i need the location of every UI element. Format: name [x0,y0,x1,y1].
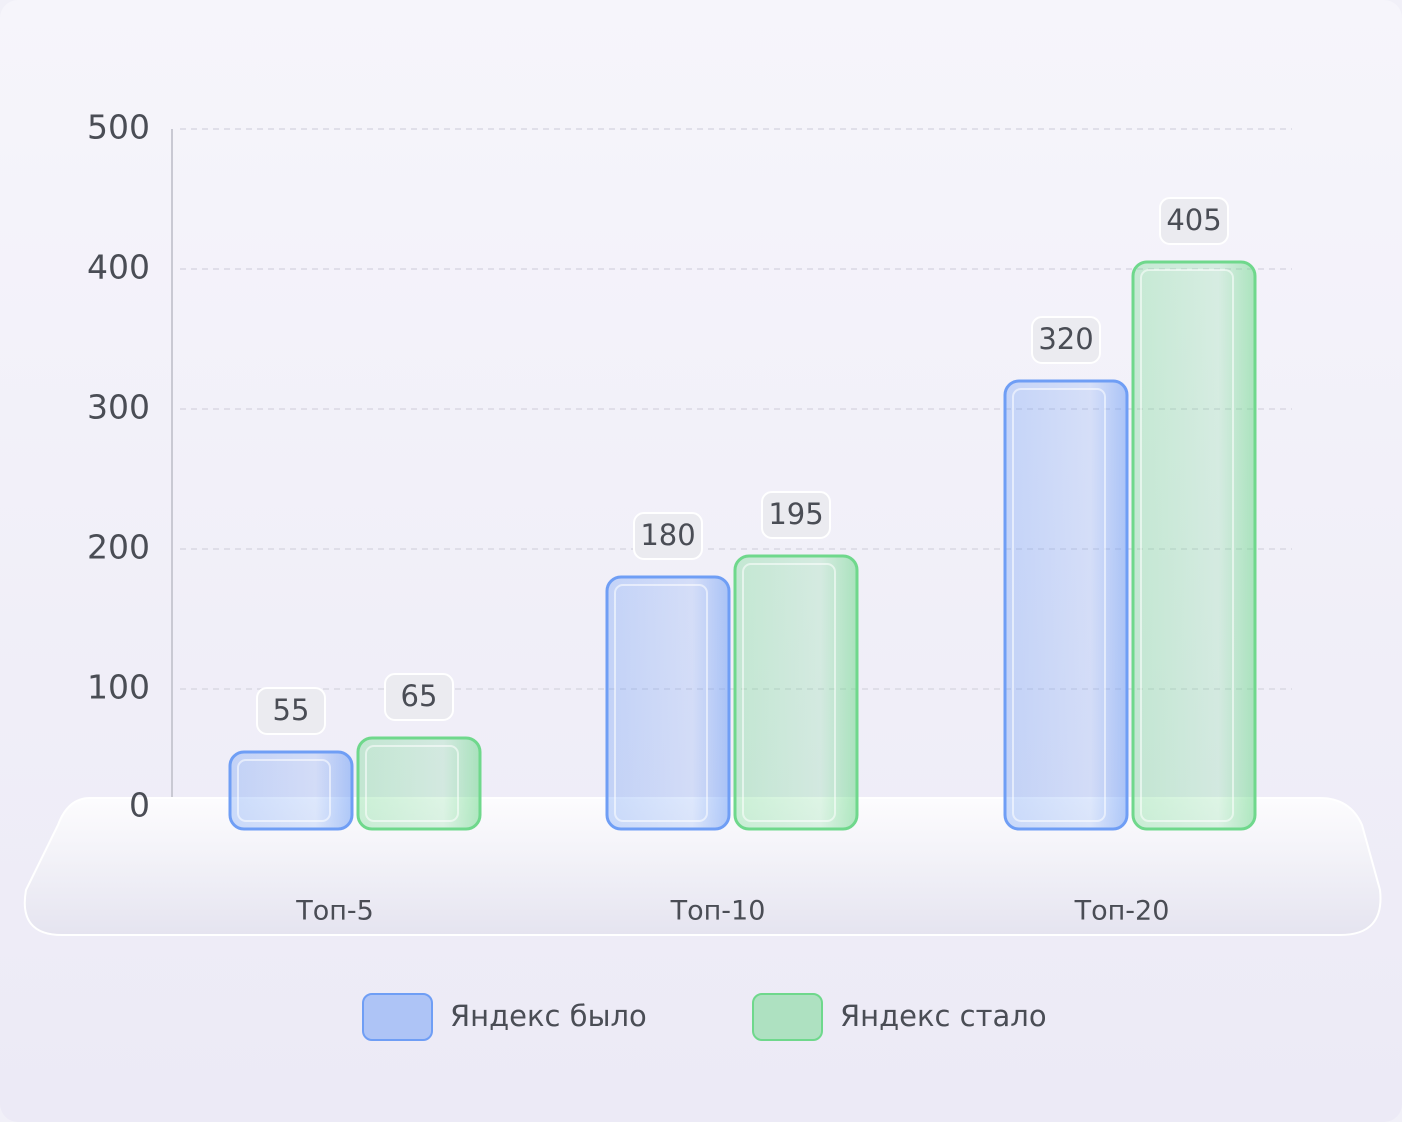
value-label-box [256,687,326,735]
bar [1131,260,1257,831]
value-label: 320 [1038,322,1093,356]
value-label-box [761,491,831,539]
bar [1003,379,1129,831]
legend-label: Яндекс было [450,999,647,1033]
x-tick-label: Топ-20 [1074,896,1170,927]
y-tick-label: 300 [87,388,150,427]
bar-highlight [614,584,708,822]
bar [228,750,354,831]
bar-highlight [1140,269,1234,822]
legend-swatch [752,993,823,1041]
y-tick-label: 0 [129,786,150,825]
bar [356,736,482,831]
legend-swatch [362,993,433,1041]
bar-highlight [365,745,459,822]
value-label-box [633,512,703,560]
bar [733,554,859,831]
value-label-box [1159,197,1229,245]
x-tick-label: Топ-10 [670,896,766,927]
y-tick-label: 400 [87,248,150,287]
value-label: 180 [640,518,695,552]
y-tick-label: 100 [87,668,150,707]
value-label: 65 [401,679,438,713]
bar [605,575,731,831]
y-tick-label: 200 [87,528,150,567]
plot: 0 100 200 300 400 500 Топ-5 55 65 Топ-10 180 195 Топ… [87,108,1292,1041]
value-label: 195 [768,497,823,531]
bar-highlight [237,759,331,822]
bar-highlight [742,563,836,822]
platform [23,797,1382,936]
value-label-box [384,673,454,721]
y-tick-label: 500 [87,108,150,147]
value-label: 405 [1166,203,1221,237]
x-tick-label: Топ-5 [295,896,374,927]
bar-highlight [1012,388,1106,822]
value-label: 55 [273,693,310,727]
legend-label: Яндекс стало [840,999,1047,1033]
value-label-box [1031,316,1101,364]
